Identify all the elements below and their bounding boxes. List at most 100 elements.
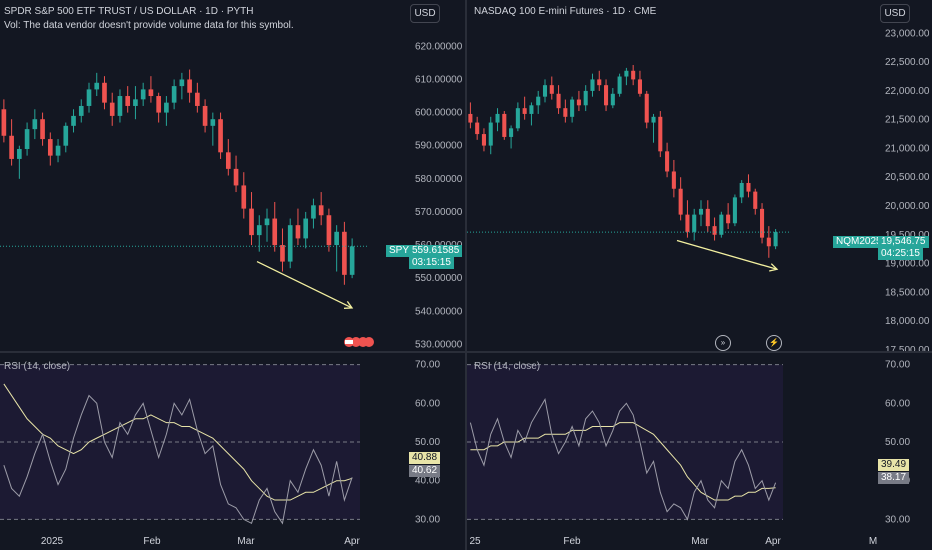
- pane-divider-horizontal[interactable]: [0, 351, 932, 353]
- left-candle-body: [264, 218, 270, 226]
- left-candle-body: [32, 119, 38, 130]
- left-candle-body: [225, 152, 231, 169]
- left-rsi-tick-label: 50.00: [415, 437, 440, 448]
- left-rsi-chart[interactable]: 70.00 60.00 50.00 40.00 30.00: [0, 353, 465, 531]
- left-candle-body: [164, 102, 169, 113]
- lightning-icon[interactable]: ⚡: [766, 335, 782, 351]
- right-rsi-ma-line: [470, 422, 776, 501]
- right-chart-pane[interactable]: 23,000.00 22,500.00 22,000.00 21,500.00 21,0…: [467, 0, 932, 351]
- left-candle-body: [24, 129, 30, 150]
- right-candle-body: [624, 70, 629, 77]
- left-candle-body: [280, 245, 285, 262]
- left-rsi-pane[interactable]: 70.00 60.00 50.00 40.00 30.00 RSI (14, close…: [0, 353, 465, 531]
- left-y-tick-label: 590.00000: [415, 141, 463, 152]
- left-rsi-title[interactable]: RSI (14, close): [4, 361, 71, 372]
- right-candle-body: [563, 108, 568, 117]
- left-candle-body: [256, 225, 262, 236]
- right-price-chart[interactable]: 23,000.00 22,500.00 22,000.00 21,500.00 21,0…: [467, 0, 932, 351]
- pane-divider-vertical[interactable]: [465, 0, 467, 550]
- right-candle-body: [576, 99, 581, 106]
- right-candle-body: [671, 171, 676, 189]
- right-candle-body: [753, 191, 758, 209]
- left-candle-body: [295, 225, 301, 239]
- left-candle-body: [326, 215, 332, 246]
- right-candle-body: [597, 79, 602, 86]
- right-time-axis[interactable]: 25 Feb Mar Apr M: [467, 531, 932, 550]
- left-symbol-title[interactable]: SPDR S&P 500 ETF TRUST / US DOLLAR · 1D …: [4, 6, 254, 17]
- right-candle-body: [522, 108, 527, 114]
- left-candle-body: [102, 82, 107, 103]
- left-price-label: 559.61585: [409, 245, 463, 257]
- right-y-tick-label: 20,000.00: [885, 201, 930, 212]
- right-candle-body: [536, 96, 541, 106]
- left-countdown-label: 03:15:15: [409, 257, 454, 269]
- right-candle-body: [692, 214, 697, 232]
- left-candle-body: [86, 89, 92, 106]
- left-candle-body: [195, 92, 200, 106]
- left-candle-body: [47, 139, 53, 156]
- right-rsi-ma-label: 38.17: [878, 472, 910, 484]
- right-candle-body: [475, 122, 480, 135]
- right-candle-body: [570, 99, 575, 117]
- right-candle-body: [488, 122, 493, 146]
- left-candle-body: [133, 99, 138, 106]
- right-y-tick-label: 18,000.00: [885, 316, 930, 327]
- left-candle-body: [311, 205, 316, 219]
- right-candle-body: [590, 79, 595, 91]
- left-trend-arrow: [256, 261, 353, 309]
- right-x-tick-label: Mar: [691, 536, 709, 547]
- right-currency-button[interactable]: USD: [880, 4, 910, 23]
- left-y-tick-label: 610.00000: [415, 74, 463, 85]
- left-y-tick-label: 550.00000: [415, 273, 463, 284]
- left-candle-body: [171, 86, 177, 103]
- left-currency-button[interactable]: USD: [410, 4, 440, 23]
- left-candle-body: [148, 89, 154, 97]
- right-x-tick-label: 25: [469, 536, 481, 547]
- right-symbol-tag: NQM2025: [833, 236, 885, 248]
- left-x-tick-label: Mar: [237, 536, 255, 547]
- left-time-axis[interactable]: 2025 Feb Mar Apr: [0, 531, 465, 550]
- left-rsi-line: [3, 394, 353, 525]
- right-trend-arrow: [676, 239, 778, 270]
- left-candle-body: [210, 119, 216, 126]
- right-rsi-title[interactable]: RSI (14, close): [474, 361, 541, 372]
- right-candle-body: [732, 197, 737, 224]
- right-rsi-tick-label: 50.00: [885, 437, 910, 448]
- right-candle-body: [719, 214, 724, 235]
- right-rsi-tick-label: 30.00: [885, 514, 910, 525]
- right-candle-body: [760, 208, 765, 238]
- left-candle-body: [303, 218, 309, 239]
- left-y-tick-label: 600.00000: [415, 108, 463, 119]
- right-candle-body: [509, 128, 514, 137]
- right-candle-body: [698, 208, 704, 215]
- right-candle-body: [773, 232, 778, 247]
- right-y-tick-label: 17,500.00: [885, 345, 930, 351]
- right-candle-body: [529, 105, 534, 114]
- left-chart-pane[interactable]: 620.00000 610.00000 600.00000 590.00000 580.…: [0, 0, 465, 351]
- left-y-tick-label: 580.00000: [415, 174, 463, 185]
- right-y-tick-label: 19,500.00: [885, 230, 930, 241]
- left-rsi-tick-label: 60.00: [415, 398, 440, 409]
- left-candle-body: [63, 125, 69, 146]
- flag-events-icon[interactable]: [344, 337, 374, 347]
- right-candle-body: [542, 85, 548, 97]
- right-y-tick-label: 21,000.00: [885, 143, 930, 154]
- right-rsi-tick-label: 60.00: [885, 398, 910, 409]
- right-symbol-title[interactable]: NASDAQ 100 E-mini Futures · 1D · CME: [474, 6, 657, 17]
- left-candle-body: [202, 105, 208, 126]
- left-y-tick-label: 540.00000: [415, 306, 463, 317]
- fast-forward-icon[interactable]: »: [715, 335, 731, 351]
- left-candle-body: [140, 89, 146, 100]
- left-candle-body: [287, 225, 293, 262]
- left-candle-body: [272, 218, 278, 246]
- right-x-tick-label: M: [869, 536, 877, 547]
- left-price-chart[interactable]: 620.00000 610.00000 600.00000 590.00000 580.…: [0, 0, 465, 351]
- right-candle-body: [685, 214, 690, 232]
- left-candle-body: [218, 119, 223, 153]
- left-candle-body: [9, 135, 14, 159]
- left-symbol-tag: SPY: [386, 245, 413, 257]
- left-rsi-ma-line: [3, 383, 353, 501]
- right-candle-body: [712, 226, 717, 235]
